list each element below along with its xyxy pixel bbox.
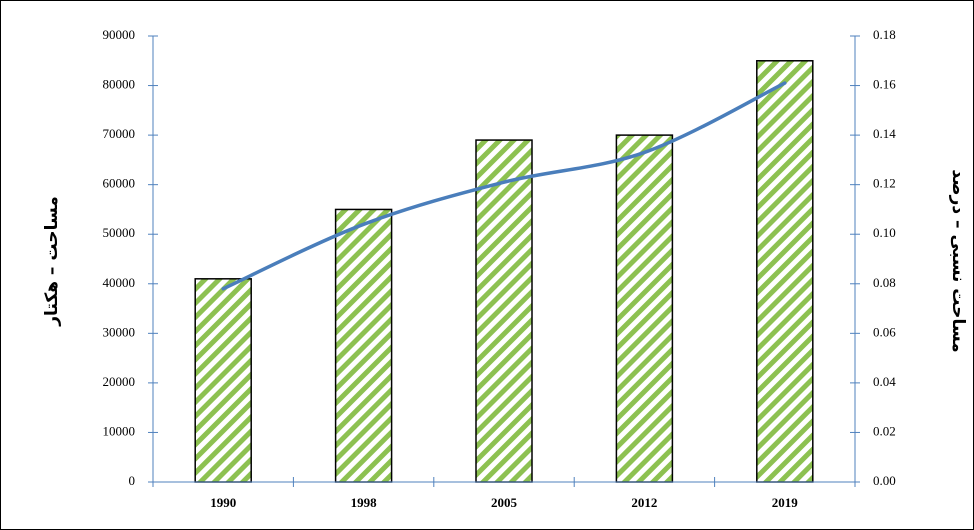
y-tick-label: 50000 bbox=[103, 225, 136, 240]
y-tick-label: 70000 bbox=[103, 126, 136, 141]
x-tick-label: 1990 bbox=[210, 495, 236, 510]
bar bbox=[756, 60, 814, 483]
y-tick-label: 30000 bbox=[103, 324, 136, 339]
x-tick-label: 2005 bbox=[491, 495, 518, 510]
bar bbox=[475, 139, 533, 483]
y2-tick-label: 0.00 bbox=[873, 473, 896, 488]
y2-tick-label: 0.10 bbox=[873, 225, 896, 240]
y2-axis-title: مساحت نسبی – درصد bbox=[948, 169, 968, 352]
bar bbox=[194, 278, 252, 483]
y-tick-label: 90000 bbox=[103, 27, 136, 42]
y2-tick-label: 0.08 bbox=[873, 275, 896, 290]
y2-tick-label: 0.02 bbox=[873, 423, 896, 438]
line bbox=[221, 81, 787, 291]
x-tick-label: 2012 bbox=[631, 495, 657, 510]
y2-tick-label: 0.04 bbox=[873, 374, 896, 389]
y2-tick-label: 0.14 bbox=[873, 126, 896, 141]
y2-tick-label: 0.06 bbox=[873, 324, 896, 339]
y2-tick-label: 0.12 bbox=[873, 176, 896, 191]
y-tick-label: 20000 bbox=[103, 374, 136, 389]
y-tick-label: 10000 bbox=[103, 423, 136, 438]
bar bbox=[615, 134, 674, 483]
y2-tick-label: 0.16 bbox=[873, 77, 896, 92]
bar bbox=[334, 208, 393, 483]
x-tick-label: 1998 bbox=[351, 495, 378, 510]
y-axis-title: مساحت – هکتار bbox=[42, 196, 62, 327]
y-tick-label: 0 bbox=[129, 473, 136, 488]
y-tick-label: 80000 bbox=[103, 77, 136, 92]
x-tick-label: 2019 bbox=[772, 495, 799, 510]
y-tick-label: 40000 bbox=[103, 275, 136, 290]
y2-tick-label: 0.18 bbox=[873, 27, 896, 42]
y-tick-label: 60000 bbox=[103, 176, 136, 191]
